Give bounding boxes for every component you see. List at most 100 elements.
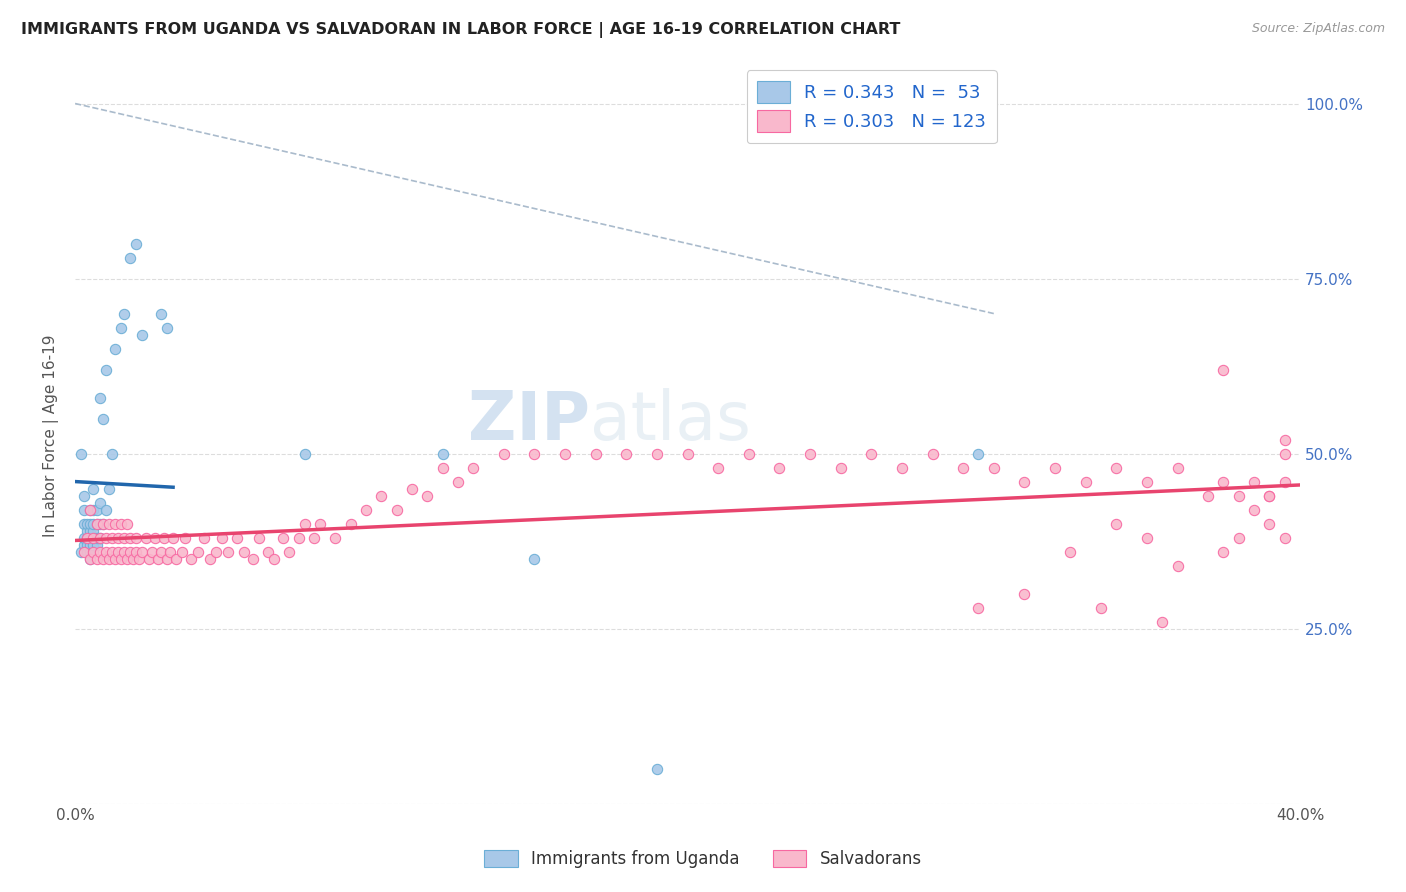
Point <box>104 342 127 356</box>
Point <box>125 544 148 558</box>
Point <box>79 551 101 566</box>
Point <box>799 446 821 460</box>
Point <box>97 516 120 531</box>
Point <box>112 307 135 321</box>
Point <box>120 544 142 558</box>
Point <box>1090 600 1112 615</box>
Point <box>73 538 96 552</box>
Point <box>523 446 546 460</box>
Point <box>1258 489 1281 503</box>
Point <box>110 516 132 531</box>
Point <box>101 531 124 545</box>
Point <box>585 446 607 460</box>
Point <box>79 551 101 566</box>
Point <box>89 495 111 509</box>
Point <box>1105 460 1128 475</box>
Point <box>156 320 179 334</box>
Point <box>91 551 114 566</box>
Point <box>86 516 108 531</box>
Point <box>1197 489 1219 503</box>
Point <box>1167 460 1189 475</box>
Point <box>79 502 101 516</box>
Point <box>247 531 270 545</box>
Point <box>211 531 233 545</box>
Point <box>1212 475 1234 489</box>
Y-axis label: In Labor Force | Age 16-19: In Labor Force | Age 16-19 <box>44 334 59 537</box>
Point <box>1258 516 1281 531</box>
Point <box>97 551 120 566</box>
Point <box>125 236 148 251</box>
Point <box>89 391 111 405</box>
Point <box>1167 558 1189 573</box>
Point <box>82 538 104 552</box>
Point <box>146 551 169 566</box>
Point <box>198 551 221 566</box>
Point <box>193 531 215 545</box>
Point <box>79 538 101 552</box>
Point <box>149 544 172 558</box>
Text: Source: ZipAtlas.com: Source: ZipAtlas.com <box>1251 22 1385 36</box>
Point <box>82 524 104 538</box>
Point <box>73 531 96 545</box>
Point <box>76 516 98 531</box>
Point <box>830 460 852 475</box>
Point <box>180 551 202 566</box>
Point <box>242 551 264 566</box>
Point <box>676 446 699 460</box>
Point <box>1014 586 1036 600</box>
Point <box>1274 433 1296 447</box>
Point <box>79 524 101 538</box>
Point <box>325 531 347 545</box>
Point <box>273 531 295 545</box>
Legend: R = 0.343   N =  53, R = 0.303   N = 123: R = 0.343 N = 53, R = 0.303 N = 123 <box>747 70 997 143</box>
Point <box>263 551 285 566</box>
Point <box>187 544 209 558</box>
Point <box>76 538 98 552</box>
Point <box>614 446 637 460</box>
Point <box>89 516 111 531</box>
Point <box>1043 460 1066 475</box>
Point <box>131 544 153 558</box>
Point <box>645 762 668 776</box>
Point <box>287 531 309 545</box>
Point <box>492 446 515 460</box>
Point <box>82 531 104 545</box>
Point <box>110 551 132 566</box>
Point <box>432 460 454 475</box>
Point <box>86 551 108 566</box>
Point <box>257 544 280 558</box>
Point <box>79 502 101 516</box>
Point <box>967 600 990 615</box>
Point <box>149 307 172 321</box>
Point <box>354 502 377 516</box>
Point <box>1152 615 1174 629</box>
Point <box>70 446 93 460</box>
Point <box>217 544 239 558</box>
Point <box>921 446 943 460</box>
Point <box>554 446 576 460</box>
Point <box>82 502 104 516</box>
Point <box>86 502 108 516</box>
Point <box>1059 544 1081 558</box>
Point <box>79 544 101 558</box>
Point <box>138 551 160 566</box>
Point <box>174 531 197 545</box>
Text: ZIP: ZIP <box>468 388 589 454</box>
Point <box>1243 475 1265 489</box>
Point <box>101 446 124 460</box>
Point <box>101 544 124 558</box>
Point <box>86 531 108 545</box>
Point <box>302 531 325 545</box>
Point <box>91 516 114 531</box>
Point <box>309 516 332 531</box>
Point <box>162 531 184 545</box>
Point <box>156 551 179 566</box>
Point <box>1136 475 1159 489</box>
Point <box>294 516 316 531</box>
Point <box>159 544 181 558</box>
Point <box>89 531 111 545</box>
Point <box>278 544 301 558</box>
Point <box>890 460 912 475</box>
Point <box>112 531 135 545</box>
Point <box>107 531 129 545</box>
